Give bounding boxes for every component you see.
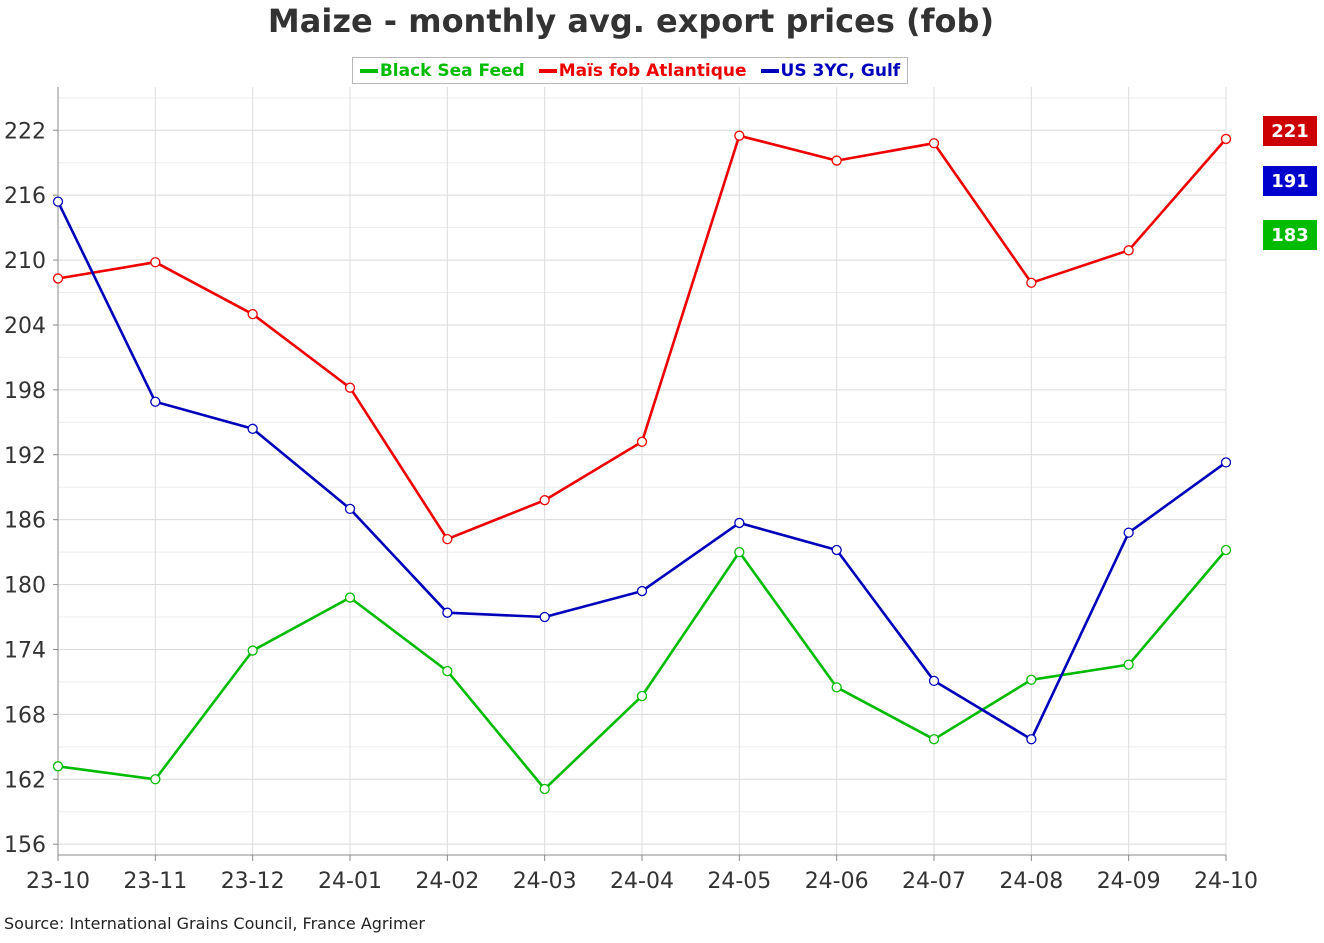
- y-tick-label: 156: [4, 833, 46, 858]
- data-point-ma-s-fob-atlantique[interactable]: [1026, 277, 1037, 288]
- data-point-ma-s-fob-atlantique[interactable]: [734, 130, 745, 141]
- x-tick-label: 24-04: [610, 869, 674, 894]
- legend-label-mais-fob-atlantique: Maïs fob Atlantique: [558, 60, 747, 81]
- chart-legend: Black Sea Feed Maïs fob Atlantique US 3Y…: [352, 57, 908, 84]
- data-point-us-3yc-gulf[interactable]: [1220, 457, 1232, 468]
- data-point-black-sea-feed[interactable]: [52, 761, 64, 772]
- y-tick-label: 174: [4, 638, 46, 663]
- data-point-us-3yc-gulf[interactable]: [1026, 734, 1037, 745]
- data-point-us-3yc-gulf[interactable]: [928, 675, 940, 686]
- major-grid: [57, 87, 1227, 855]
- legend-swatch-us-3yc-gulf: [760, 68, 779, 73]
- data-point-black-sea-feed[interactable]: [1123, 659, 1134, 670]
- end-value-badge-black-sea-feed: 183: [1263, 220, 1317, 250]
- x-tick-label: 24-10: [1194, 869, 1258, 894]
- legend-item-mais-fob-atlantique[interactable]: Maïs fob Atlantique: [538, 60, 747, 81]
- legend-label-us-3yc-gulf: US 3YC, Gulf: [780, 60, 901, 81]
- y-tick-label: 210: [4, 249, 46, 274]
- y-tick-label: 186: [4, 509, 46, 534]
- data-point-us-3yc-gulf[interactable]: [831, 544, 842, 556]
- series-ma-s-fob-atlantique: [52, 130, 1232, 545]
- data-point-black-sea-feed[interactable]: [831, 682, 842, 693]
- data-point-us-3yc-gulf[interactable]: [1123, 527, 1134, 538]
- data-point-ma-s-fob-atlantique[interactable]: [1123, 245, 1134, 256]
- y-tick-label: 216: [4, 184, 46, 209]
- data-point-us-3yc-gulf[interactable]: [734, 517, 745, 529]
- data-point-black-sea-feed[interactable]: [344, 592, 356, 603]
- data-point-black-sea-feed[interactable]: [734, 546, 745, 558]
- data-point-ma-s-fob-atlantique[interactable]: [52, 273, 64, 284]
- data-point-black-sea-feed[interactable]: [636, 690, 648, 702]
- x-tick-label: 23-10: [26, 869, 90, 894]
- y-tick-label: 222: [4, 119, 46, 144]
- y-tick-label: 162: [4, 768, 46, 793]
- chart-title: Maize - monthly avg. export prices (fob): [267, 2, 995, 40]
- x-tick-label: 24-09: [1097, 869, 1161, 894]
- data-point-ma-s-fob-atlantique[interactable]: [344, 382, 356, 393]
- x-tick-label: 24-05: [707, 869, 771, 894]
- legend-swatch-mais-fob-atlantique: [538, 68, 557, 73]
- y-tick-label: 192: [4, 444, 46, 469]
- end-value-badge-us-3yc-gulf: 191: [1263, 166, 1317, 196]
- series-layer: [52, 130, 1232, 795]
- x-tick-label: 23-12: [221, 869, 285, 894]
- data-point-us-3yc-gulf[interactable]: [247, 423, 258, 434]
- data-point-us-3yc-gulf[interactable]: [344, 503, 356, 515]
- data-point-ma-s-fob-atlantique[interactable]: [1220, 133, 1232, 145]
- y-tick-label: 168: [4, 703, 46, 728]
- y-axis-ticks: 156 162 168 174 180 186 192 198 204 210 216 222: [4, 119, 58, 858]
- data-point-ma-s-fob-atlantique[interactable]: [247, 309, 258, 320]
- legend-swatch-black-sea-feed: [359, 68, 378, 73]
- data-point-us-3yc-gulf[interactable]: [442, 607, 453, 618]
- data-point-ma-s-fob-atlantique[interactable]: [831, 155, 842, 166]
- data-point-us-3yc-gulf[interactable]: [52, 196, 64, 207]
- data-point-ma-s-fob-atlantique[interactable]: [928, 138, 940, 149]
- x-tick-label: 23-11: [123, 869, 187, 894]
- source-note: Source: International Grains Council, Fr…: [4, 914, 425, 933]
- y-tick-label: 198: [4, 379, 46, 404]
- y-tick-label: 180: [4, 574, 46, 599]
- x-axis-ticks: 23-10 23-11 23-12 24-01 24-02 24-03 24-04 24-05…: [26, 855, 1258, 894]
- data-point-us-3yc-gulf[interactable]: [539, 611, 550, 623]
- x-tick-label: 24-01: [318, 869, 382, 894]
- legend-item-us-3yc-gulf[interactable]: US 3YC, Gulf: [760, 60, 901, 81]
- y-tick-label: 204: [4, 314, 46, 339]
- data-point-us-3yc-gulf[interactable]: [150, 396, 161, 407]
- x-tick-label: 24-08: [999, 869, 1063, 894]
- data-point-us-3yc-gulf[interactable]: [636, 585, 648, 597]
- x-tick-label: 24-06: [805, 869, 869, 894]
- data-point-ma-s-fob-atlantique[interactable]: [442, 533, 453, 545]
- x-tick-label: 24-02: [415, 869, 479, 894]
- series-black-sea-feed: [52, 544, 1232, 795]
- legend-item-black-sea-feed[interactable]: Black Sea Feed: [359, 60, 525, 81]
- data-point-black-sea-feed[interactable]: [539, 783, 550, 795]
- data-point-ma-s-fob-atlantique[interactable]: [636, 436, 648, 447]
- data-point-black-sea-feed[interactable]: [150, 774, 161, 785]
- x-tick-label: 24-03: [513, 869, 577, 894]
- data-point-black-sea-feed[interactable]: [1026, 674, 1037, 685]
- data-point-black-sea-feed[interactable]: [928, 734, 940, 745]
- legend-label-black-sea-feed: Black Sea Feed: [379, 60, 525, 81]
- data-point-black-sea-feed[interactable]: [247, 645, 258, 656]
- x-tick-label: 24-07: [902, 869, 966, 894]
- data-point-ma-s-fob-atlantique[interactable]: [539, 495, 550, 506]
- data-point-ma-s-fob-atlantique[interactable]: [150, 257, 161, 268]
- data-point-black-sea-feed[interactable]: [1220, 544, 1232, 556]
- data-point-black-sea-feed[interactable]: [442, 665, 453, 677]
- end-value-badge-mais-fob-atlantique: 221: [1263, 116, 1317, 146]
- series-us-3yc-gulf: [52, 196, 1232, 745]
